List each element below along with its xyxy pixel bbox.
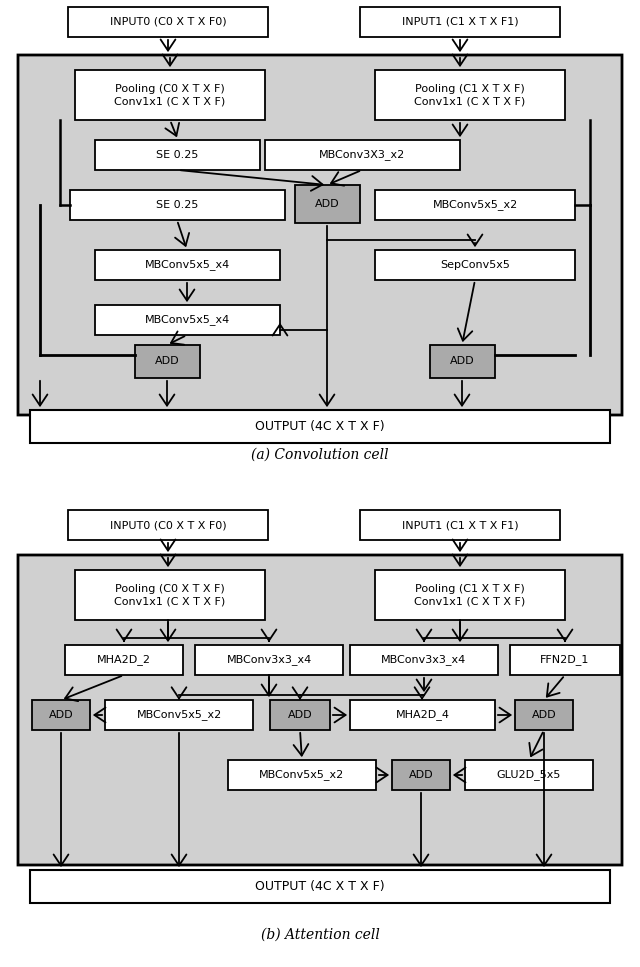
Bar [375, 190, 575, 220]
Bar [515, 700, 573, 730]
Bar [228, 760, 376, 790]
Text: GLU2D_5x5: GLU2D_5x5 [497, 770, 561, 780]
Bar [350, 645, 498, 675]
Bar [295, 185, 360, 223]
Bar [360, 7, 560, 37]
Text: INPUT1 (C1 X T X F1): INPUT1 (C1 X T X F1) [402, 17, 518, 27]
Text: OUTPUT (4C X T X F): OUTPUT (4C X T X F) [255, 420, 385, 433]
Text: MBConv3X3_x2: MBConv3X3_x2 [319, 150, 406, 161]
Text: FFN2D_1: FFN2D_1 [540, 655, 589, 665]
Bar [75, 70, 265, 120]
FancyBboxPatch shape [18, 555, 622, 865]
Bar [95, 140, 260, 170]
Text: MHA2D_2: MHA2D_2 [97, 655, 151, 665]
Text: ADD: ADD [288, 710, 312, 720]
Text: Pooling (C1 X T X F)
Conv1x1 (C X T X F): Pooling (C1 X T X F) Conv1x1 (C X T X F) [414, 84, 525, 106]
Bar [68, 510, 268, 540]
Text: ADD: ADD [155, 357, 180, 366]
Text: ADD: ADD [315, 199, 340, 209]
Bar [430, 345, 495, 378]
Text: (a) Convolution cell: (a) Convolution cell [251, 448, 389, 462]
Bar [95, 250, 280, 280]
Text: ADD: ADD [409, 770, 433, 780]
Text: INPUT0 (C0 X T X F0): INPUT0 (C0 X T X F0) [109, 520, 227, 530]
Text: INPUT1 (C1 X T X F1): INPUT1 (C1 X T X F1) [402, 520, 518, 530]
Text: ADD: ADD [450, 357, 475, 366]
Text: ADD: ADD [532, 710, 556, 720]
Text: (b) Attention cell: (b) Attention cell [260, 928, 380, 942]
Bar [75, 570, 265, 620]
Text: MBConv3x3_x4: MBConv3x3_x4 [381, 655, 467, 665]
Bar [30, 410, 610, 443]
Bar [65, 645, 183, 675]
FancyBboxPatch shape [18, 55, 622, 415]
Bar [135, 345, 200, 378]
Bar [95, 305, 280, 335]
Bar [375, 70, 565, 120]
Bar [350, 700, 495, 730]
Text: MBConv5x5_x4: MBConv5x5_x4 [145, 314, 230, 326]
Text: MBConv5x5_x2: MBConv5x5_x2 [136, 710, 221, 720]
Text: SE 0.25: SE 0.25 [156, 200, 198, 210]
Bar [32, 700, 90, 730]
Bar [105, 700, 253, 730]
Bar [70, 190, 285, 220]
Text: MBConv5x5_x2: MBConv5x5_x2 [433, 199, 518, 211]
Bar [465, 760, 593, 790]
Bar [392, 760, 450, 790]
Text: MHA2D_4: MHA2D_4 [396, 710, 449, 720]
Bar [265, 140, 460, 170]
Text: Pooling (C0 X T X F)
Conv1x1 (C X T X F): Pooling (C0 X T X F) Conv1x1 (C X T X F) [115, 84, 226, 106]
Text: OUTPUT (4C X T X F): OUTPUT (4C X T X F) [255, 880, 385, 893]
Bar [30, 870, 610, 903]
Bar [375, 570, 565, 620]
Text: Pooling (C1 X T X F)
Conv1x1 (C X T X F): Pooling (C1 X T X F) Conv1x1 (C X T X F) [414, 584, 525, 606]
Text: SepConv5x5: SepConv5x5 [440, 260, 510, 270]
Bar [195, 645, 343, 675]
Text: ADD: ADD [49, 710, 74, 720]
Text: MBConv5x5_x2: MBConv5x5_x2 [259, 770, 344, 780]
Text: Pooling (C0 X T X F)
Conv1x1 (C X T X F): Pooling (C0 X T X F) Conv1x1 (C X T X F) [115, 584, 226, 606]
Text: MBConv3x3_x4: MBConv3x3_x4 [227, 655, 312, 665]
Bar [375, 250, 575, 280]
Bar [270, 700, 330, 730]
Text: INPUT0 (C0 X T X F0): INPUT0 (C0 X T X F0) [109, 17, 227, 27]
Bar [68, 7, 268, 37]
Bar [510, 645, 620, 675]
Bar [360, 510, 560, 540]
Text: MBConv5x5_x4: MBConv5x5_x4 [145, 259, 230, 271]
Text: SE 0.25: SE 0.25 [156, 150, 198, 160]
